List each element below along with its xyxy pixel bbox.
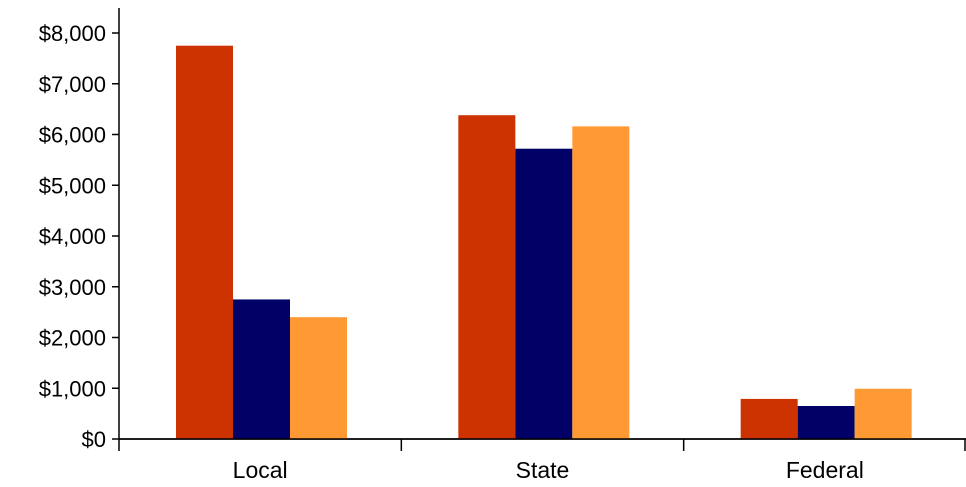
x-tick-label: Local [233, 457, 288, 483]
bar [290, 317, 347, 439]
bar [572, 126, 630, 439]
y-tick-label: $4,000 [39, 224, 106, 249]
y-tick-label: $7,000 [39, 72, 106, 97]
y-tick-label: $2,000 [39, 326, 106, 351]
x-tick-label: Federal [786, 457, 864, 483]
bar [458, 115, 516, 439]
bar [740, 398, 798, 439]
x-tick-label: State [516, 457, 570, 483]
bar [176, 45, 233, 439]
bars [119, 45, 966, 440]
y-tick-label: $0 [82, 427, 106, 452]
bar [797, 406, 855, 439]
y-axis: $0 $1,000 $2,000 $3,000 $4,000 $5,000 $6,000 $7… [39, 8, 120, 452]
y-tick-label: $8,000 [39, 21, 106, 46]
y-tick-label: $1,000 [39, 376, 106, 401]
y-tick-label: $5,000 [39, 173, 106, 198]
x-axis: Local State Federal [118, 438, 966, 483]
bar [233, 299, 290, 439]
bar [515, 148, 573, 439]
bar [854, 388, 912, 439]
y-tick-label: $6,000 [39, 123, 106, 148]
y-tick-label: $3,000 [39, 275, 106, 300]
